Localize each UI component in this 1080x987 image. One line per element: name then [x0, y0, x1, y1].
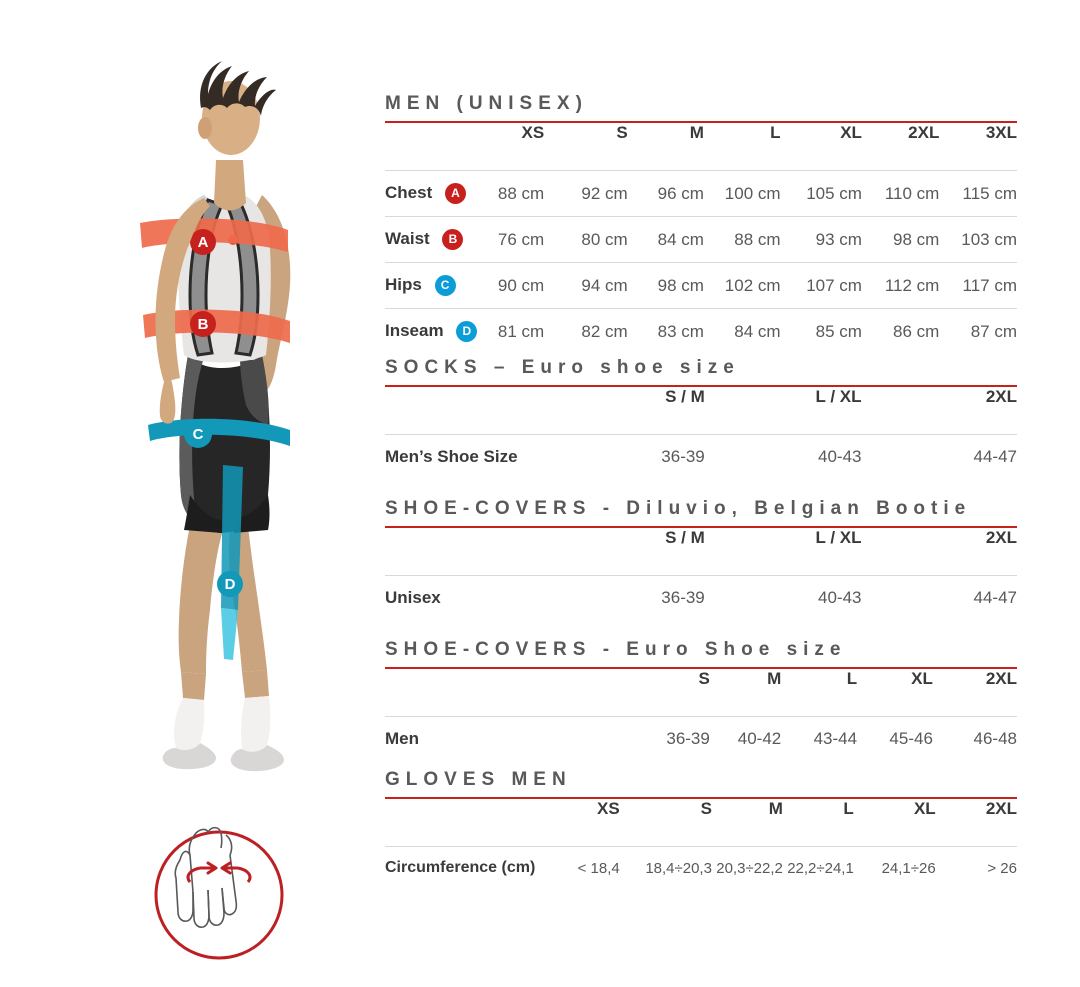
svg-text:C: C — [193, 426, 204, 443]
svg-text:B: B — [198, 316, 209, 333]
svg-text:D: D — [225, 576, 236, 593]
svg-text:A: A — [198, 234, 209, 251]
